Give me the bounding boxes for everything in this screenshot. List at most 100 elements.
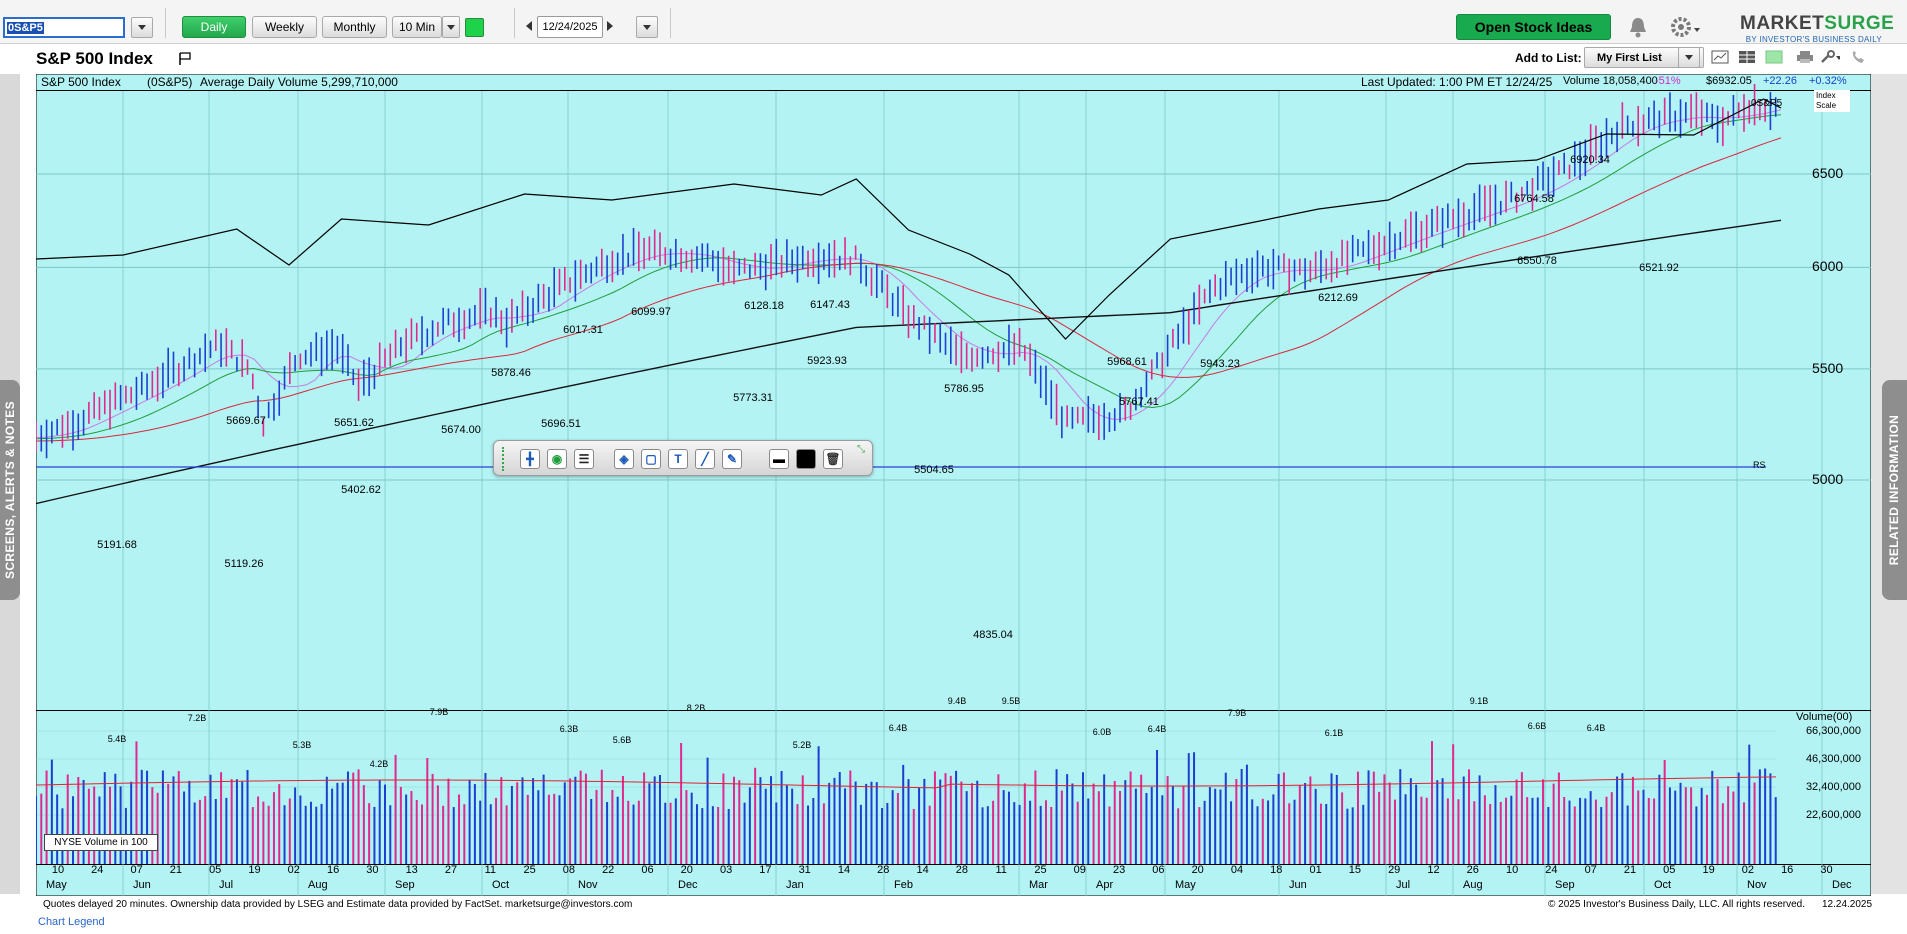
ma-21-line [36,114,1782,440]
screens-alerts-notes-tab[interactable]: SCREENS, ALERTS & NOTES [0,380,20,600]
volume-axis-label: Volume(00) [1796,711,1853,723]
month-label: Oct [1654,879,1672,891]
rs-line [36,98,1782,340]
price-annotation: 5402.62 [341,484,381,496]
next-date-icon[interactable] [607,21,613,31]
chart-legend-link[interactable]: Chart Legend [38,916,105,928]
top-toolbar: 0S&P5 Daily Weekly Monthly 10 Min 12/24/… [0,0,1907,44]
live-indicator[interactable] [465,18,484,37]
symbol-tag: 0S&P5 [1751,98,1783,109]
price-annotation: 6764.58 [1514,193,1554,205]
price-annotation: 6550.78 [1517,255,1557,267]
collapse-icon[interactable]: ⤡ [857,444,865,455]
day-label: 16 [326,864,340,876]
chart-canvas[interactable] [36,74,1871,896]
price-annotation: 5786.95 [944,383,984,395]
month-label: May [1175,879,1196,891]
header-volume: Volume 18,058,400 [1563,75,1658,87]
ma-50-line [36,137,1782,442]
month-label: Aug [1463,879,1483,891]
price-annotation: 6521.92 [1639,262,1679,274]
list-select[interactable]: My First List [1584,47,1704,68]
price-chart[interactable]: S&P 500 Index (0S&P5) Average Daily Volu… [36,74,1871,896]
left-tab-label: SCREENS, ALERTS & NOTES [3,400,17,580]
day-label: 12 [1427,864,1440,876]
price-annotation: 5191.68 [97,539,137,551]
chevron-down-icon [138,25,146,30]
volume-annotation: 8.2B [686,703,706,713]
day-label: 11 [484,864,497,876]
symbol-dropdown-button[interactable] [131,17,153,38]
volume-annotation: 5.6B [612,735,632,745]
drag-handle[interactable] [502,447,506,471]
line-weight-icon[interactable]: ▬ [769,449,789,469]
chevron-down-icon [447,24,455,30]
highlighter-tool-icon[interactable]: ✎ [722,449,742,469]
day-label: 30 [1820,864,1833,876]
month-label: May [46,879,67,891]
compare-chart-icon[interactable] [1764,49,1784,65]
volume-annotation: 6.3B [559,724,579,734]
date-input[interactable]: 12/24/2025 [537,16,603,38]
day-label: 26 [1466,864,1479,876]
price-axis-label: 5000 [1812,471,1844,487]
rectangle-tool-icon[interactable]: ▢ [641,449,661,469]
day-label: 25 [523,864,536,876]
settings-gear-icon[interactable] [1668,14,1702,40]
day-label: 10 [1505,864,1519,876]
alerts-bell-icon[interactable] [1624,14,1652,40]
tools-wrench-icon[interactable] [1820,49,1840,65]
month-label: Jun [133,879,151,891]
average-daily-volume: Average Daily Volume 5,299,710,000 [200,75,398,89]
trash-icon[interactable]: 🗑 [823,449,843,469]
day-label: 02 [1741,864,1755,876]
day-label: 09 [1073,864,1086,876]
hide-drawings-icon[interactable]: ◉ [547,449,567,469]
volume-annotation: 6.6B [1527,721,1547,731]
index-scale-button[interactable]: Index Scale [1814,90,1850,112]
previous-date-icon[interactable] [526,21,532,31]
month-label: Jul [1396,879,1411,891]
weekly-button[interactable]: Weekly [252,16,317,38]
daily-button[interactable]: Daily [182,16,246,38]
layout-icon[interactable] [1737,49,1757,65]
add-to-list-label: Add to List: [1515,51,1582,65]
symbol-input[interactable]: 0S&P5 [3,17,125,38]
day-label: 05 [209,864,222,876]
interval-dropdown-button[interactable] [442,16,460,38]
day-label: 28 [877,864,890,876]
chevron-down-icon [1685,55,1693,60]
header-symbol: (0S&P5) [147,75,193,89]
volume-annotation: 9.4B [947,696,967,706]
day-label: 28 [955,864,969,876]
day-label: 07 [1584,864,1597,876]
text-tool-icon[interactable]: T [668,449,688,469]
bell-icon [1630,18,1646,38]
divider [514,8,515,38]
list-dropdown-button[interactable] [1678,47,1700,68]
pen-tool-icon[interactable]: ╱ [695,449,715,469]
day-label: 21 [169,864,183,876]
list-drawings-icon[interactable]: ☰ [574,449,594,469]
volume-annotation: 6.4B [1147,724,1167,734]
flag-icon[interactable] [179,52,191,66]
fill-tool-icon[interactable]: ◈ [614,449,634,469]
monthly-button[interactable]: Monthly [322,16,387,38]
last-updated: Last Updated: 1:00 PM ET 12/24/25 [1361,75,1553,89]
print-icon[interactable] [1795,49,1815,65]
chart-type-icon[interactable] [1710,49,1730,65]
price-annotation: 5119.26 [224,558,264,570]
volume-annotation: 7.2B [187,713,207,723]
interval-select[interactable]: 10 Min [392,16,442,38]
day-label: 16 [1781,864,1794,876]
drawing-toolbar[interactable]: ╋ ◉ ☰ ◈ ▢ T ╱ ✎ ▬ 🗑 ⤡ [493,440,873,476]
phone-icon[interactable] [1848,49,1868,65]
related-information-tab[interactable]: RELATED INFORMATION [1882,380,1907,600]
trendline-tool-icon[interactable]: ╋ [520,449,540,469]
date-dropdown-button[interactable] [636,16,658,38]
volume-annotation: 5.4B [107,734,127,744]
month-label: Aug [308,879,328,891]
color-swatch-icon[interactable] [796,449,816,469]
open-stock-ideas-button[interactable]: Open Stock Ideas [1456,14,1611,40]
